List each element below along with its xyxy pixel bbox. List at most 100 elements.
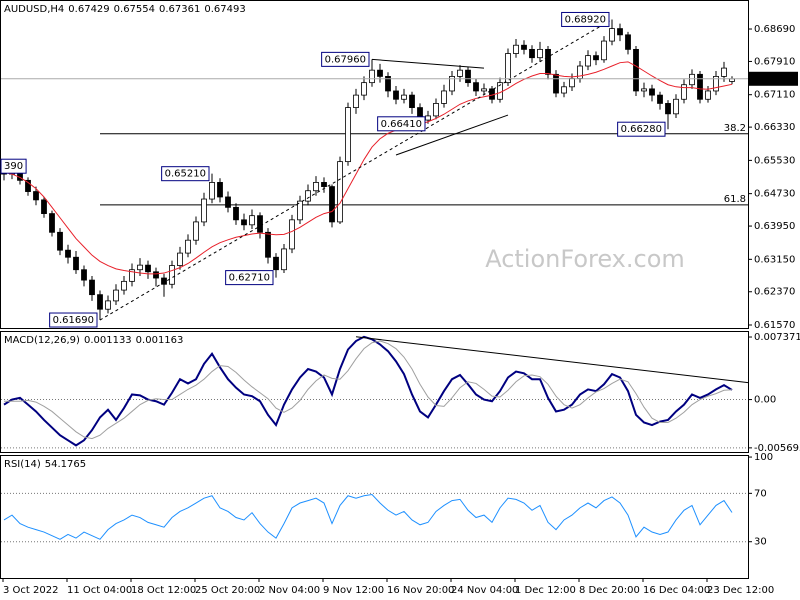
- candle-body: [121, 280, 127, 291]
- candle-body: [81, 269, 87, 281]
- candle-body: [441, 90, 447, 104]
- candle-body: [313, 182, 319, 192]
- candle-body: [249, 215, 255, 226]
- annotation-label: 0.62710: [229, 273, 270, 284]
- annotation-label: 0.68920: [565, 14, 606, 25]
- y-tick-label: 0.68690: [754, 24, 795, 35]
- annotation-box: [561, 11, 610, 27]
- candle-body: [529, 48, 535, 59]
- x-tick-label: 24 Nov 04:00: [451, 585, 518, 596]
- candle-body: [561, 86, 567, 94]
- y-tick-label: 100: [754, 452, 773, 463]
- candle-body: [721, 67, 727, 77]
- candle-body: [593, 55, 599, 61]
- candle-body: [457, 69, 463, 77]
- fib-level-label: 61.8: [724, 194, 746, 205]
- candle-body: [297, 200, 303, 221]
- panel-header: MACD(12,26,9) 0.001133 0.001163: [4, 335, 183, 346]
- candle-body: [361, 82, 367, 96]
- candle-body: [633, 48, 639, 92]
- y-tick-label: 30: [754, 537, 767, 548]
- annotation-box: [49, 312, 98, 328]
- fib-level-label: 38.2: [724, 123, 746, 134]
- candle-body: [97, 294, 103, 310]
- annotation-label: 0.66280: [621, 124, 662, 135]
- header-value: 0.67493: [204, 4, 245, 15]
- candle-body: [321, 182, 327, 187]
- candle-body: [65, 249, 71, 258]
- series-line: [3, 494, 733, 540]
- candle-body: [49, 213, 55, 233]
- candle-body: [537, 48, 543, 59]
- candle-body: [617, 28, 623, 36]
- candle-body: [521, 44, 527, 50]
- candle-body: [113, 289, 119, 302]
- annotation-box: [161, 166, 210, 182]
- trend-line: [371, 58, 485, 69]
- candle-body: [433, 103, 439, 117]
- watermark: ActionForex.com: [485, 245, 685, 273]
- candle-body: [569, 78, 575, 88]
- candle-body: [705, 90, 711, 100]
- candle-body: [601, 40, 607, 61]
- header-value: 54.1765: [45, 459, 86, 470]
- candle-body: [609, 28, 615, 42]
- candle-body: [473, 82, 479, 92]
- candle-body: [233, 206, 239, 221]
- candle-body: [273, 256, 279, 271]
- candle-body: [57, 231, 63, 251]
- y-tick-label: 0.61570: [754, 320, 795, 331]
- candle-body: [73, 256, 79, 271]
- candle-body: [289, 219, 295, 250]
- candle-body: [137, 264, 143, 271]
- candle-body: [353, 94, 359, 108]
- series-line: [3, 61, 733, 275]
- candle-body: [89, 279, 95, 296]
- candle-body: [217, 182, 223, 198]
- candle-body: [425, 115, 431, 121]
- candle-body: [305, 190, 311, 202]
- candle-body: [145, 264, 151, 273]
- candle-body: [41, 199, 47, 214]
- candle-body: [553, 73, 559, 94]
- candle-body: [681, 84, 687, 100]
- candle-body: [369, 69, 375, 84]
- candle-body: [105, 300, 111, 310]
- candle-body: [225, 196, 231, 208]
- panel-header: RSI(14) 54.1765: [4, 459, 86, 470]
- candle-body: [585, 55, 591, 67]
- candle-body: [449, 76, 455, 92]
- x-tick-label: 8 Dec 20:00: [579, 585, 640, 596]
- candle-body: [641, 88, 647, 92]
- candle-body: [33, 191, 39, 201]
- y-tick-label: 0.64730: [754, 189, 795, 200]
- y-tick-label: 0.007371: [754, 332, 800, 343]
- y-tick-label: 0.65530: [754, 155, 795, 166]
- candle-body: [257, 215, 263, 233]
- candle-body: [625, 34, 631, 50]
- candle-body: [177, 252, 183, 266]
- y-tick-label: 0.63950: [754, 221, 795, 232]
- x-tick-label: 16 Nov 20:00: [387, 585, 454, 596]
- header-value: 0.001133: [84, 335, 132, 346]
- candle-body: [153, 271, 159, 279]
- candle-body: [545, 48, 551, 75]
- candle-body: [345, 107, 351, 163]
- candle-body: [193, 221, 199, 241]
- annotation-box: [225, 270, 274, 286]
- header-value: RSI(14): [4, 459, 41, 470]
- x-tick-label: 18 Oct 12:00: [131, 585, 196, 596]
- y-tick-label: 0.62370: [754, 287, 795, 298]
- candle-body: [465, 69, 471, 84]
- candle-body: [713, 76, 719, 92]
- candle-body: [697, 73, 703, 100]
- header-value: MACD(12,26,9): [4, 335, 80, 346]
- y-tick-label: 0.66330: [754, 122, 795, 133]
- candle-body: [649, 88, 655, 96]
- candle-body: [265, 231, 271, 258]
- candle-body: [129, 269, 135, 282]
- annotation-label: 0.61690: [53, 315, 94, 326]
- header-value: AUDUSD,H4: [4, 4, 64, 15]
